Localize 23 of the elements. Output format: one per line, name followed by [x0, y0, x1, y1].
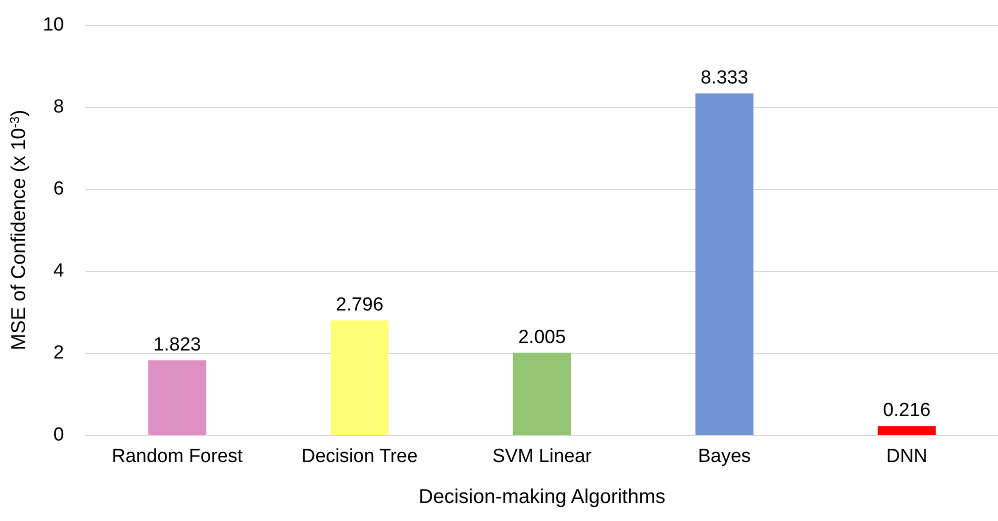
- y-tick-label: 8: [53, 96, 64, 118]
- bar: [330, 320, 389, 435]
- y-axis-title: MSE of Confidence (x 10-3): [7, 110, 30, 350]
- bar: [695, 93, 754, 435]
- x-tick-label: SVM Linear: [492, 446, 592, 467]
- x-tick-label: Random Forest: [112, 446, 244, 467]
- data-label: 1.823: [153, 334, 201, 356]
- data-label: 0.216: [883, 400, 931, 422]
- x-axis-title: Decision-making Algorithms: [418, 486, 666, 508]
- x-tick-label: DNN: [886, 446, 928, 467]
- y-tick-label: 2: [53, 342, 64, 364]
- y-tick-label: 4: [53, 260, 64, 282]
- y-tick-label: 10: [42, 14, 64, 36]
- data-label: 8.333: [700, 67, 748, 88]
- bar: [878, 426, 936, 435]
- x-tick-label: Decision Tree: [302, 446, 418, 467]
- y-tick-label: 6: [53, 178, 64, 200]
- data-label: 2.796: [336, 294, 384, 316]
- x-tick-label: Bayes: [698, 446, 751, 467]
- bar: [513, 352, 571, 435]
- data-label: 2.005: [518, 326, 566, 348]
- bar: [148, 360, 206, 435]
- y-tick-label: 0: [53, 424, 64, 446]
